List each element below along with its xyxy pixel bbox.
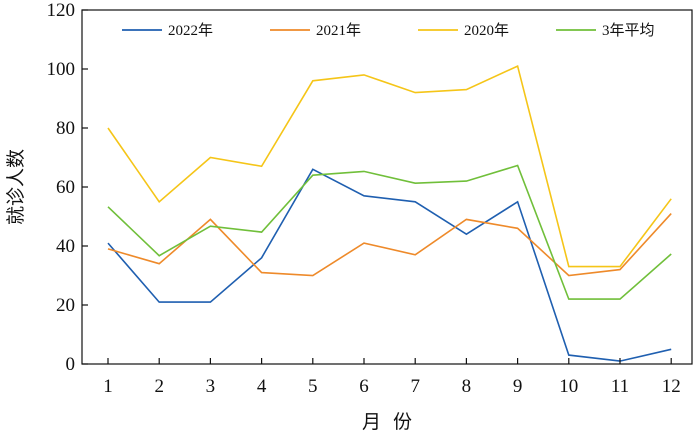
y-axis: 0 20 40 60 80 100 120	[47, 0, 88, 375]
legend-label-2: 2020年	[464, 22, 509, 39]
series-line-3	[107, 164, 672, 300]
legend: 2022年 2021年 2020年 3年平均	[122, 22, 655, 39]
x-tick-label: 8	[462, 376, 472, 397]
x-tick-label: 11	[611, 376, 629, 397]
y-tick-label: 60	[56, 177, 75, 198]
y-tick-label: 80	[56, 118, 75, 139]
x-tick-label: 10	[559, 376, 578, 397]
x-tick-label: 4	[257, 376, 267, 397]
series-layer	[107, 64, 672, 362]
x-tick-label: 6	[359, 376, 369, 397]
series-line-2	[107, 64, 672, 268]
x-tick-label: 2	[154, 376, 164, 397]
x-tick-label: 1	[103, 376, 113, 397]
series-line-1	[107, 213, 672, 277]
series-line-0	[107, 168, 672, 362]
x-axis-title: 月 份	[362, 411, 412, 433]
y-tick-label: 100	[47, 59, 76, 80]
legend-label-1: 2021年	[316, 22, 361, 39]
x-tick-label: 7	[410, 376, 420, 397]
x-tick-label: 5	[308, 376, 318, 397]
y-tick-label: 120	[47, 0, 76, 21]
y-tick-label: 20	[56, 295, 75, 316]
x-tick-label: 9	[513, 376, 523, 397]
x-axis: 1 2 3 4 5 6 7 8 9 10 11 12	[103, 358, 681, 397]
y-tick-label: 0	[66, 354, 76, 375]
legend-label-0: 2022年	[168, 22, 213, 39]
x-tick-label: 3	[206, 376, 216, 397]
legend-label-3: 3年平均	[602, 22, 655, 39]
plot-frame	[81, 9, 693, 365]
y-axis-title: 就诊人数	[5, 149, 27, 225]
x-tick-label: 12	[662, 376, 681, 397]
y-tick-label: 40	[56, 236, 75, 257]
